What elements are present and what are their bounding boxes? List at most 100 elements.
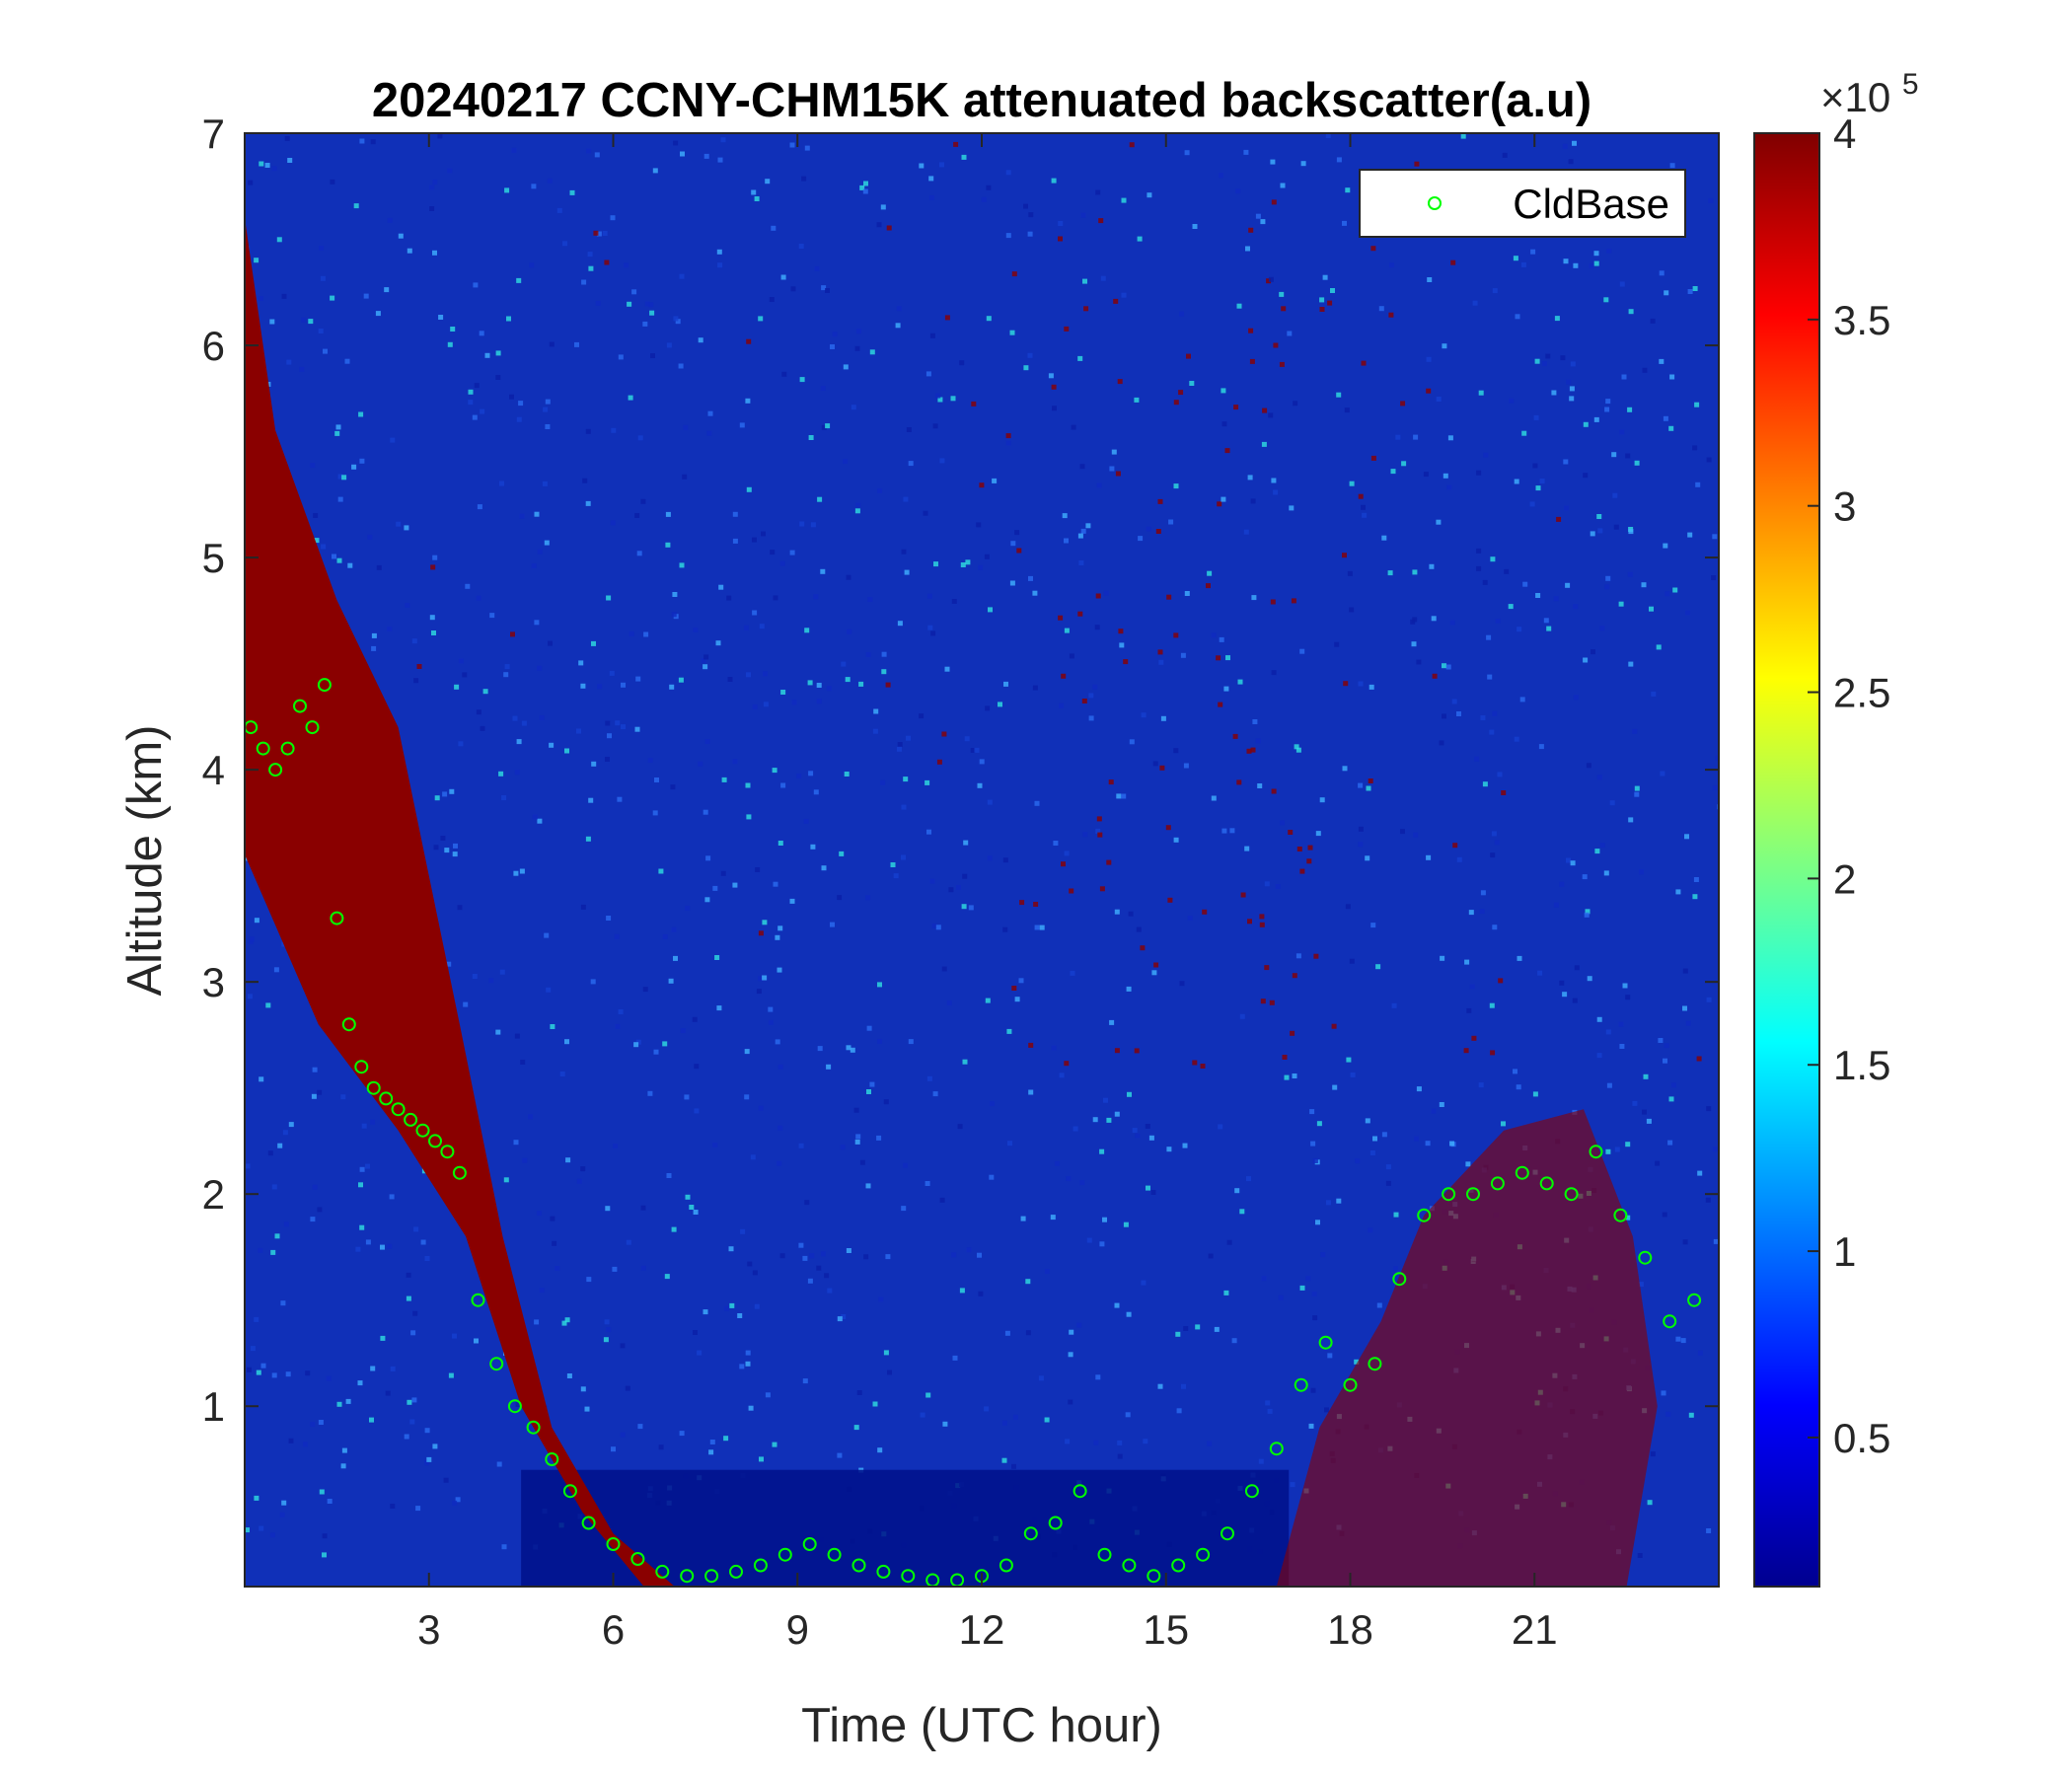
noise-cell xyxy=(919,163,925,169)
noise-cell xyxy=(254,258,259,263)
noise-cell xyxy=(1619,281,1625,287)
noise-cell xyxy=(758,930,764,936)
noise-cell xyxy=(961,904,967,910)
noise-cell xyxy=(1570,860,1576,866)
noise-cell xyxy=(775,1039,780,1045)
noise-cell xyxy=(1349,481,1355,486)
noise-cell xyxy=(1157,498,1163,504)
noise-cell xyxy=(830,922,835,927)
noise-cell xyxy=(310,1217,316,1222)
noise-cell xyxy=(614,933,620,939)
noise-cell xyxy=(1334,641,1340,647)
noise-cell xyxy=(666,342,672,348)
legend-marker-cldbase xyxy=(1428,196,1442,210)
noise-cell xyxy=(437,133,443,139)
noise-cell xyxy=(1532,463,1538,469)
noise-cell xyxy=(615,1023,621,1029)
noise-cell xyxy=(1079,464,1085,470)
noise-cell xyxy=(640,1265,646,1271)
noise-cell xyxy=(1207,1441,1213,1446)
noise-cell xyxy=(1658,1038,1664,1043)
noise-cell xyxy=(727,677,733,682)
noise-cell xyxy=(1258,1458,1264,1464)
noise-cell xyxy=(1358,842,1364,848)
noise-cell xyxy=(429,615,435,621)
noise-cell xyxy=(724,1305,729,1311)
noise-cell xyxy=(254,1316,259,1322)
noise-cell xyxy=(1539,479,1545,484)
noise-cell xyxy=(455,1497,461,1503)
noise-cell xyxy=(1375,964,1381,970)
noise-cell xyxy=(658,1444,664,1450)
noise-cell xyxy=(1669,374,1675,380)
noise-cell xyxy=(1559,881,1565,887)
noise-cell xyxy=(853,1425,859,1431)
noise-cell xyxy=(611,1446,616,1452)
noise-cell xyxy=(499,481,504,486)
noise-cell xyxy=(405,602,410,608)
noise-cell xyxy=(1132,1128,1138,1134)
noise-cell xyxy=(1482,579,1488,585)
y-axis-label: Altitude (km) xyxy=(118,724,172,996)
cldbase-point xyxy=(1687,1293,1702,1307)
noise-cell xyxy=(937,397,943,403)
noise-cell xyxy=(1509,398,1515,404)
noise-cell xyxy=(897,746,902,752)
noise-cell xyxy=(1106,859,1112,865)
noise-cell xyxy=(1315,1220,1320,1225)
noise-cell xyxy=(801,176,807,182)
noise-cell xyxy=(1440,955,1445,961)
noise-cell xyxy=(1160,715,1166,721)
noise-cell xyxy=(341,1447,347,1453)
noise-cell xyxy=(939,458,945,464)
noise-cell xyxy=(357,1380,363,1386)
noise-cell xyxy=(706,430,712,436)
noise-cell xyxy=(369,1417,374,1423)
noise-cell xyxy=(281,293,287,299)
noise-cell xyxy=(1114,909,1120,915)
noise-cell xyxy=(887,1369,892,1375)
noise-cell xyxy=(941,731,947,737)
noise-cell xyxy=(1426,854,1432,860)
noise-cell xyxy=(1336,392,1342,398)
noise-cell xyxy=(359,1224,365,1230)
noise-cell xyxy=(1692,894,1698,900)
noise-cell xyxy=(299,366,305,372)
noise-cell xyxy=(1682,968,1688,974)
noise-cell xyxy=(271,1372,277,1378)
noise-cell xyxy=(1088,693,1094,699)
y-tick-label: 4 xyxy=(202,747,225,793)
noise-cell xyxy=(522,1157,528,1163)
noise-cell xyxy=(1165,825,1171,831)
noise-cell xyxy=(1612,492,1618,498)
noise-cell xyxy=(510,631,515,637)
noise-cell xyxy=(1664,290,1669,296)
noise-cell xyxy=(752,704,758,709)
noise-cell xyxy=(1219,173,1223,179)
noise-cell xyxy=(1219,636,1224,642)
noise-cell xyxy=(715,640,721,646)
noise-cell xyxy=(1687,289,1693,294)
noise-cell xyxy=(978,564,984,570)
noise-cell xyxy=(1519,697,1525,703)
noise-cell xyxy=(1553,596,1559,602)
noise-cell xyxy=(1446,484,1452,490)
noise-cell xyxy=(1200,1064,1206,1069)
noise-cell xyxy=(452,1500,458,1506)
noise-cell xyxy=(906,427,912,432)
noise-cell xyxy=(777,967,782,973)
cldbase-point xyxy=(1196,1547,1211,1562)
noise-cell xyxy=(1486,634,1492,640)
noise-cell xyxy=(1027,231,1033,237)
noise-cell xyxy=(1121,197,1127,203)
noise-cell xyxy=(415,1506,421,1512)
noise-cell xyxy=(717,157,723,163)
noise-cell xyxy=(1299,648,1305,654)
noise-cell xyxy=(1476,470,1482,476)
noise-cell xyxy=(732,882,738,888)
noise-cell xyxy=(546,987,552,993)
noise-cell xyxy=(673,955,678,961)
noise-cell xyxy=(1239,1013,1245,1019)
noise-cell xyxy=(1327,300,1333,306)
noise-cell xyxy=(1290,1030,1295,1036)
